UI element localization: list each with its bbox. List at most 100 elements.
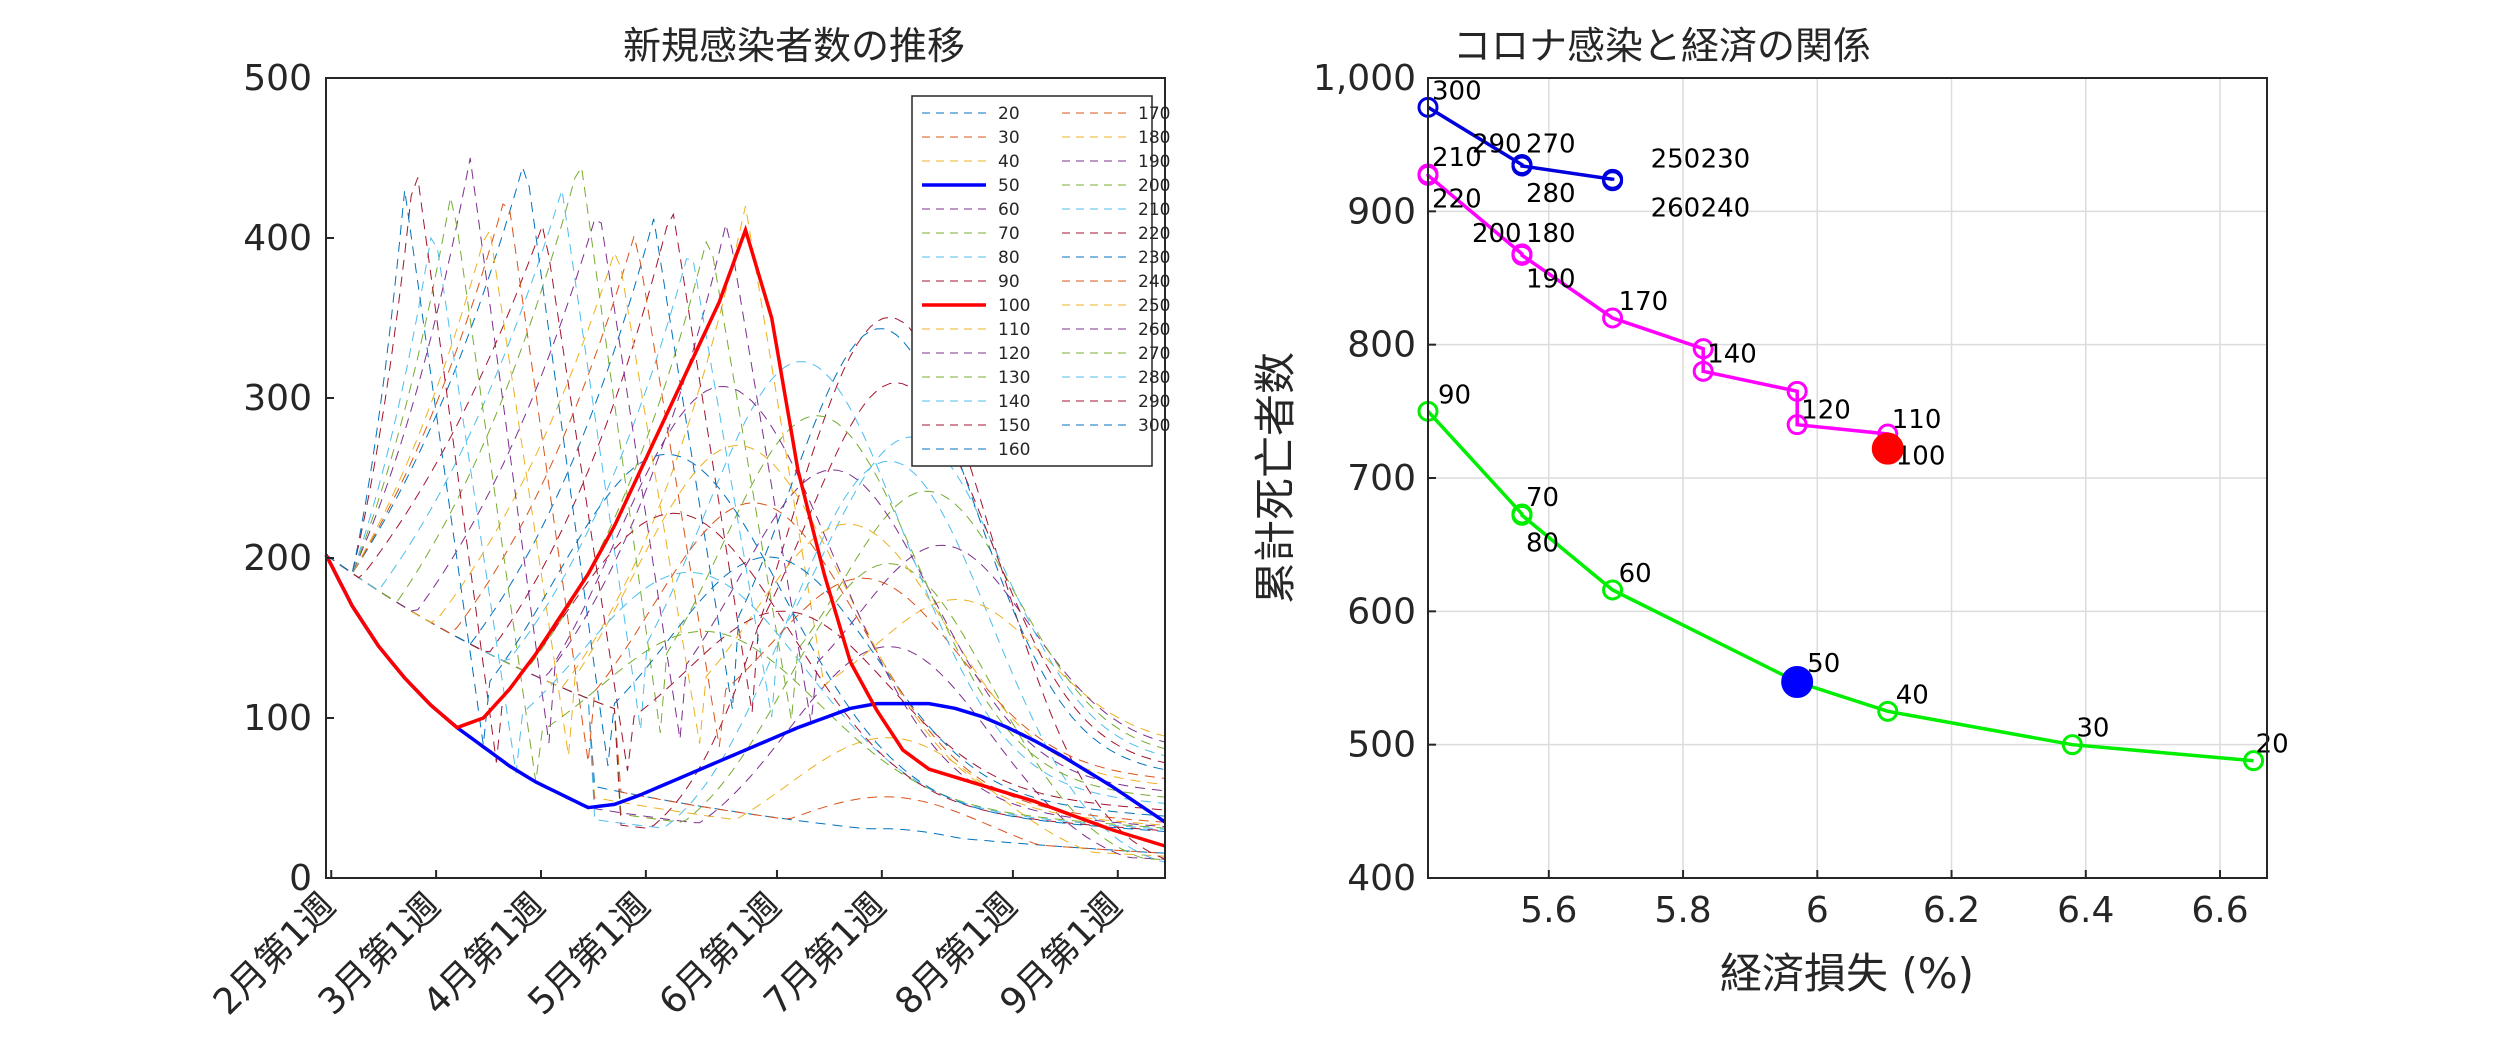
point-label-190: 190 (1526, 264, 1576, 294)
legend-label-230: 230 (1138, 248, 1170, 268)
point-label-210: 210 (1432, 143, 1482, 173)
point-marker-280 (1511, 155, 1533, 177)
right-series-line-2 (1427, 105, 1615, 182)
legend-label-60: 60 (998, 200, 1020, 220)
point-marker-20 (2243, 750, 2265, 772)
point-label-80: 80 (1526, 528, 1559, 558)
right-y-axis-label: 累計死亡者数 (1251, 352, 1300, 604)
legend-label-280: 280 (1138, 368, 1170, 388)
right-y-tick-label: 800 (1347, 325, 1416, 366)
point-label-20: 20 (2256, 730, 2289, 760)
point-label-180: 180 (1526, 219, 1576, 249)
legend-box (911, 95, 1153, 467)
legend-label-100: 100 (998, 296, 1030, 316)
point-label-100: 100 (1896, 442, 1946, 472)
point-marker-240 (1602, 170, 1624, 192)
legend-label-70: 70 (998, 224, 1020, 244)
legend-label-210: 210 (1138, 200, 1170, 220)
right-series: 90 70 80 60 50 40 30 20 210 220 200 180 190 170 140 120… (1417, 76, 2289, 772)
series-line-280 (325, 236, 1166, 830)
right-x-axis-label: 経済損失 (%) (1720, 949, 1974, 998)
point-label-300: 300 (1432, 76, 1482, 106)
point-label-60: 60 (1619, 559, 1652, 589)
point-label-290: 290 (1472, 130, 1522, 160)
point-label-240: 240 (1701, 194, 1751, 224)
point-label-90: 90 (1438, 380, 1471, 410)
left-plot-frame (325, 77, 1166, 879)
point-label-220: 220 (1432, 184, 1482, 214)
series-line-90 (325, 316, 1166, 860)
left-y-tick-label: 500 (243, 58, 312, 99)
series-line-100 (324, 224, 1166, 848)
legend-label-130: 130 (998, 368, 1030, 388)
right-x-tick-label: 6 (1806, 890, 1829, 931)
series-line-80 (325, 460, 1166, 863)
legend-label-260: 260 (1138, 320, 1170, 340)
point-label-250: 250 (1651, 144, 1701, 174)
right-y-ticks: 400 500 600 700 800 900 1,000 (1313, 58, 1436, 899)
point-label-140: 140 (1707, 340, 1757, 370)
point-marker-unlabeled (1692, 360, 1714, 382)
right-chart-title: コロナ感染と経済の関係 (1453, 24, 1871, 68)
left-y-tick-label: 300 (243, 378, 312, 419)
right-x-tick-label: 6.6 (2191, 890, 2248, 931)
legend-label-190: 190 (1138, 152, 1170, 172)
series-line-160 (325, 218, 1166, 771)
legend-label-120: 120 (998, 344, 1030, 364)
point-marker-140 (1692, 338, 1714, 360)
economy-relation-chart: コロナ感染と経済の関係 90 70 80 60 50 40 30 20 210 220 200 180… (1251, 24, 2289, 998)
point-label-280: 280 (1526, 179, 1576, 209)
right-y-tick-label: 700 (1347, 458, 1416, 499)
point-marker-60 (1602, 579, 1624, 601)
legend-label-50: 50 (998, 176, 1020, 196)
legend-label-110: 110 (998, 320, 1030, 340)
point-marker-unlabeled (1786, 380, 1808, 402)
point-label-120: 120 (1801, 396, 1851, 426)
right-x-tick-label: 5.6 (1520, 890, 1577, 931)
series-line-60 (325, 554, 1166, 860)
right-y-tick-label: 500 (1347, 725, 1416, 766)
legend-label-290: 290 (1138, 392, 1170, 412)
point-marker-80 (1511, 504, 1533, 526)
legend-label-30: 30 (998, 128, 1020, 148)
point-label-270: 270 (1526, 130, 1576, 160)
highlight-marker-100 (1871, 432, 1904, 465)
point-label-260: 260 (1651, 194, 1701, 224)
point-marker-120 (1786, 414, 1808, 436)
point-marker-30 (2061, 734, 2083, 756)
series-line-270 (325, 197, 1166, 829)
left-legend: 20 30 40 50 60 70 80 90 100 110 120 130 140 150 160 170… (911, 95, 1170, 467)
legend-label-180: 180 (1138, 128, 1170, 148)
series-line-230 (325, 165, 1166, 817)
legend-label-150: 150 (998, 416, 1030, 436)
point-label-170: 170 (1619, 287, 1669, 317)
point-marker-40 (1877, 700, 1899, 722)
series-line-120 (325, 224, 1166, 743)
point-label-70: 70 (1526, 483, 1559, 513)
point-marker-190 (1511, 244, 1533, 266)
left-y-tick-label: 400 (243, 218, 312, 259)
point-label-30: 30 (2076, 714, 2109, 744)
legend-label-160: 160 (998, 440, 1030, 460)
legend-label-300: 300 (1138, 416, 1170, 436)
legend-label-140: 140 (998, 392, 1030, 412)
right-x-ticks: 5.6 5.8 6 6.2 6.4 6.6 (1520, 870, 2249, 931)
series-line-250 (325, 229, 1166, 826)
series-line-110 (325, 205, 1166, 737)
series-line-190 (325, 218, 1166, 792)
right-x-tick-label: 6.2 (1923, 890, 1980, 931)
series-line-220 (325, 223, 1166, 811)
left-y-ticks: 0 100 200 300 400 500 (243, 58, 334, 899)
point-label-50: 50 (1807, 649, 1840, 679)
point-label-40: 40 (1896, 680, 1929, 710)
legend-label-80: 80 (998, 248, 1020, 268)
right-series-line-1 (1426, 173, 1890, 449)
right-x-tick-label: 6.4 (2057, 890, 2114, 931)
right-y-tick-label: 600 (1347, 591, 1416, 632)
series-line-240 (325, 203, 1166, 823)
right-y-tick-label: 1,000 (1313, 58, 1416, 99)
series-line-210 (325, 189, 1166, 804)
right-series-line-0 (1426, 410, 2254, 763)
right-y-tick-label: 400 (1347, 858, 1416, 899)
